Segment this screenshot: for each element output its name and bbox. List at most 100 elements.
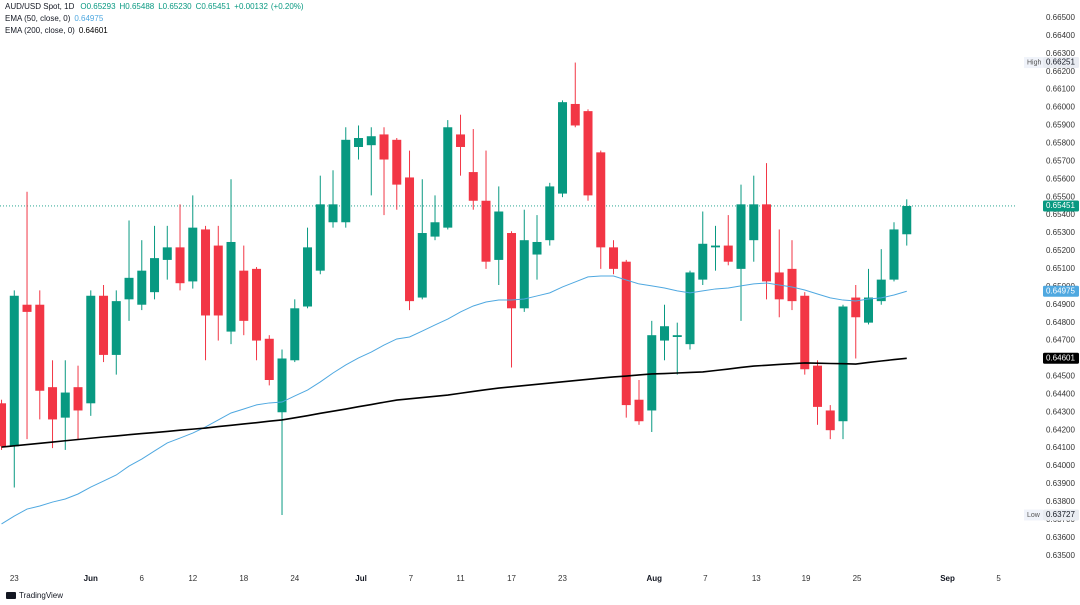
candle-body xyxy=(864,297,874,323)
price-tag-bg xyxy=(1043,509,1079,521)
header: AUD/USD Spot, 1D O0.65293 H0.65488 L0.65230… xyxy=(5,2,304,11)
y-tick-label: 0.66200 xyxy=(1046,67,1075,76)
price-tag-bg xyxy=(1043,200,1079,212)
candle-body xyxy=(354,138,364,147)
candle-body xyxy=(277,358,287,413)
candle-body xyxy=(813,365,823,407)
ohlc-value: 0.65293 xyxy=(87,2,116,11)
candle-body xyxy=(736,204,746,269)
y-tick-label: 0.65400 xyxy=(1046,210,1075,219)
price-tag: 0.65451 xyxy=(1046,201,1075,210)
candle-body xyxy=(290,308,300,361)
candle-body xyxy=(417,233,427,298)
plot-area xyxy=(0,62,1015,525)
y-tick-label: 0.65300 xyxy=(1046,228,1075,237)
y-tick-label: 0.65200 xyxy=(1046,246,1075,255)
ohlc-label: H xyxy=(120,2,126,11)
x-tick-label: 13 xyxy=(752,574,761,583)
tag-label-bg xyxy=(1024,57,1043,69)
y-tick-label: 0.64300 xyxy=(1046,407,1075,416)
x-tick-label: Aug xyxy=(647,574,663,583)
candle-body xyxy=(749,204,759,241)
candle-body xyxy=(35,304,45,391)
y-tick-label: 0.63500 xyxy=(1046,551,1075,560)
candle-body xyxy=(264,338,274,380)
candle-body xyxy=(672,335,682,337)
candle-body xyxy=(456,134,466,147)
candle-body xyxy=(188,227,198,282)
candle-body xyxy=(774,272,784,300)
candle-body xyxy=(609,247,619,269)
x-tick-label: Sep xyxy=(940,574,955,583)
candle-body xyxy=(570,103,580,126)
y-tick-label: 0.66500 xyxy=(1046,13,1075,22)
y-tick-label: 0.66000 xyxy=(1046,103,1075,112)
price-tag: 0.64975 xyxy=(1046,286,1075,295)
y-tick-label: 0.63600 xyxy=(1046,533,1075,542)
y-tick-label: 0.65600 xyxy=(1046,174,1075,183)
x-tick-label: 18 xyxy=(239,574,248,583)
candle-body xyxy=(60,392,70,418)
x-tick-label: 25 xyxy=(853,574,862,583)
x-tick-label: Jun xyxy=(84,574,98,583)
candle-body xyxy=(341,139,351,223)
y-tick-label: 0.65900 xyxy=(1046,121,1075,130)
candle-body xyxy=(99,295,109,355)
candle-body xyxy=(787,268,797,302)
candle-body xyxy=(175,247,185,284)
candle-body xyxy=(481,200,491,262)
ohlc-value: 0.65230 xyxy=(163,2,192,11)
ema50-legend: EMA (50, close, 0) 0.64975 xyxy=(5,14,104,23)
candle-body xyxy=(762,204,772,282)
candle-body xyxy=(86,295,96,404)
candle-body xyxy=(494,211,504,260)
x-tick-label: 5 xyxy=(996,574,1001,583)
candle-body xyxy=(468,172,478,201)
y-tick-label: 0.66400 xyxy=(1046,31,1075,40)
logo-icon xyxy=(6,592,16,599)
legend-name: EMA (50, close, 0) xyxy=(5,14,71,23)
y-tick-label: 0.63900 xyxy=(1046,479,1075,488)
x-tick-label: 17 xyxy=(507,574,516,583)
candle-body xyxy=(558,102,568,194)
legend-value: 0.64601 xyxy=(79,26,108,35)
candle-body xyxy=(0,403,7,447)
candle-body xyxy=(150,258,160,293)
candle-body xyxy=(303,247,313,307)
candle-body xyxy=(9,295,19,447)
y-tick-label: 0.65100 xyxy=(1046,264,1075,273)
candle-body xyxy=(392,139,402,185)
y-tick-label: 0.64700 xyxy=(1046,336,1075,345)
candle-body xyxy=(698,243,708,280)
candle-body xyxy=(201,229,211,316)
candle-body xyxy=(430,222,440,237)
y-tick-label: 0.65500 xyxy=(1046,192,1075,201)
candle-body xyxy=(825,410,835,431)
candle-body xyxy=(660,326,670,341)
chart-title: AUD/USD Spot, 1D xyxy=(5,2,75,11)
candle-body xyxy=(583,111,593,196)
x-tick-label: 12 xyxy=(188,574,197,583)
ohlc: O0.65293 H0.65488 L0.65230 C0.65451 +0.00132… xyxy=(80,2,304,11)
x-tick-label: 11 xyxy=(456,574,465,583)
ema-line xyxy=(1,275,907,525)
candle-body xyxy=(800,295,810,370)
price-tag: 0.63727 xyxy=(1046,510,1075,519)
x-tick-label: 7 xyxy=(409,574,414,583)
tag-label-bg xyxy=(1024,509,1043,521)
y-tick-label: 0.64500 xyxy=(1046,372,1075,381)
y-tick-label: 0.64400 xyxy=(1046,389,1075,398)
candle-body xyxy=(111,301,121,355)
y-tick-label: 0.63800 xyxy=(1046,497,1075,506)
candle-body xyxy=(315,204,325,271)
y-tick-label: 0.64100 xyxy=(1046,443,1075,452)
candle-body xyxy=(532,241,542,255)
candle-body xyxy=(162,247,172,260)
ohlc-label: L xyxy=(158,2,163,11)
candle-body xyxy=(851,297,861,318)
candle-body xyxy=(634,399,644,422)
ohlc-label: O xyxy=(80,2,86,11)
candle-body xyxy=(711,245,721,248)
candle-body xyxy=(876,279,886,302)
candle-body xyxy=(621,261,631,406)
